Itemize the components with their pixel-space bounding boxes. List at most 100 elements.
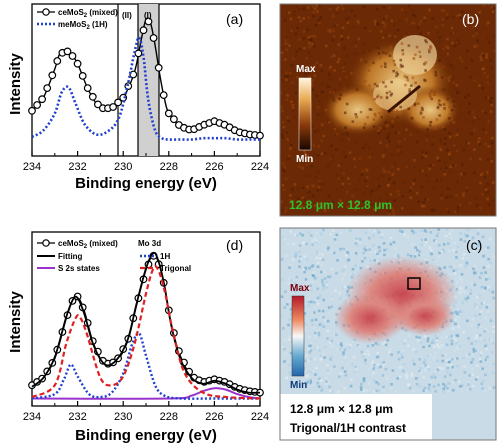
map-pixel [449,373,452,377]
map-pixel [328,8,332,11]
map-pixel [487,145,491,148]
map-pixel [287,119,290,123]
data-point [78,71,87,80]
map-pixel [313,277,317,281]
map-pixel [459,179,463,182]
data-point [28,106,36,115]
map-pixel [349,343,352,347]
map-pixel [366,344,370,348]
map-pixel [347,177,350,180]
map-pixel [486,246,490,249]
map-pixel [340,162,343,165]
map-pixel [311,243,314,246]
map-pixel [289,147,292,150]
map-pixel [395,145,399,148]
map-pixel [373,112,377,116]
map-pixel [453,349,456,353]
map-pixel [354,202,357,205]
map-pixel [350,378,353,382]
map-pixel [466,388,469,391]
map-pixel [315,94,318,98]
map-pixel [414,14,417,18]
map-pixel [423,229,427,232]
map-pixel [388,350,391,354]
map-pixel [444,136,447,140]
map-pixel [366,389,369,392]
map-pixel [478,294,482,297]
map-pixel [372,371,375,375]
map-pixel [453,134,457,138]
map-pixel [323,152,327,155]
map-pixel [317,331,321,335]
map-pixel [281,278,284,281]
map-pixel [470,238,474,241]
map-pixel [348,182,352,186]
map-pixel [345,253,348,257]
map-pixel [331,390,334,393]
map-pixel [417,102,420,105]
map-pixel [492,50,496,53]
map-pixel [306,163,309,167]
map-pixel [489,338,493,342]
map-pixel [339,93,342,97]
map-crack-b [387,84,421,114]
map-pixel [436,30,440,34]
map-pixel [456,91,459,95]
data-point [53,57,62,65]
map-pixel [479,354,482,357]
map-pixel [433,376,437,379]
map-pixel [323,277,327,280]
map-pixel [315,256,319,260]
map-pixel [412,182,415,185]
map-pixel [330,268,334,271]
map-pixel [398,140,401,143]
map-pixel [294,252,297,255]
map-pixel [291,81,294,84]
map-pixel [375,389,378,393]
map-pixel [431,164,435,167]
map-pixel [412,57,416,60]
map-pixel [291,108,295,112]
map-pixel [376,94,380,97]
map-pixel [391,153,394,156]
map-pixel [371,344,375,347]
map-pixel [484,328,488,331]
map-pixel [394,30,397,33]
map-pixel [355,88,359,91]
map-pixel [431,17,434,20]
map-pixel [356,204,360,207]
map-pixel [370,366,374,369]
map-pixel [368,248,371,251]
map-pixel [396,116,400,119]
map-pixel [466,296,470,300]
map-pixel [431,143,434,146]
map-pixel [382,17,386,21]
map-pixel [352,355,356,359]
map-pixel [328,121,331,124]
map-pixel [383,25,386,29]
map-pixel [430,341,434,344]
map-pixel [448,135,452,139]
map-pixel [446,336,450,339]
map-pixel [410,21,414,25]
map-pixel [439,137,442,141]
map-pixel [306,380,310,384]
map-pixel [321,278,324,282]
map-pixel [387,204,390,207]
map-pixel [314,373,317,376]
map-pixel [332,54,336,57]
map-pixel [384,65,387,68]
map-pixel [322,316,325,319]
map-pixel [378,126,382,130]
map-pixel [392,108,396,112]
map-pixel [379,36,382,40]
map-pixel [332,29,335,33]
map-pixel [369,108,373,111]
map-pixel [342,267,346,271]
map-pixel [293,195,297,199]
map-pixel [435,118,439,121]
map-pixel [391,120,394,123]
map-pixel [416,26,420,29]
map-pixel [357,21,361,25]
map-pixel [485,56,488,59]
